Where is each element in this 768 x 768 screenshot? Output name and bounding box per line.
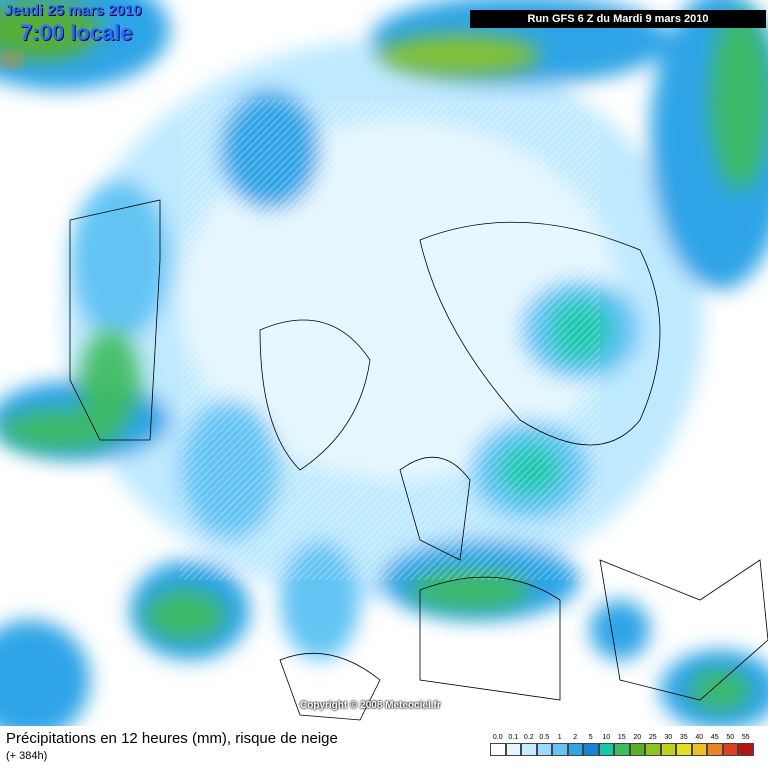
legend-item: 1 — [552, 734, 568, 756]
legend-item: 2 — [567, 734, 583, 756]
legend-item: 10 — [598, 734, 614, 756]
legend-swatch — [536, 743, 552, 756]
legend-swatch — [552, 743, 568, 756]
legend-item: 55 — [738, 734, 754, 756]
legend-item: 30 — [660, 734, 676, 756]
legend-item: 50 — [722, 734, 738, 756]
footer-title: Précipitations en 12 heures (mm), risque… — [6, 730, 338, 747]
legend-label: 0.0 — [492, 734, 503, 741]
legend-label: 10 — [602, 734, 611, 741]
legend-label: 0.5 — [539, 734, 550, 741]
legend-item: 0.2 — [521, 734, 537, 756]
legend-item: 25 — [645, 734, 661, 756]
legend-label: 30 — [664, 734, 673, 741]
copyright: Copyright © 2008 Meteociel.fr — [300, 700, 441, 711]
legend-item: 0.0 — [490, 734, 506, 756]
legend-swatch — [738, 743, 754, 756]
legend-label: 50 — [726, 734, 735, 741]
forecast-time: 7:00 locale — [20, 20, 133, 45]
legend-item: 15 — [614, 734, 630, 756]
legend-swatch — [521, 743, 537, 756]
legend-swatch — [490, 743, 506, 756]
legend-label: 0.2 — [523, 734, 534, 741]
legend-item: 0.1 — [505, 734, 521, 756]
legend-label: 40 — [695, 734, 704, 741]
legend-swatch — [629, 743, 645, 756]
run-label: Run GFS 6 Z du Mardi 9 mars 2010 — [470, 10, 766, 28]
legend-swatch — [691, 743, 707, 756]
precipitation-map — [0, 0, 768, 726]
legend-label: 55 — [741, 734, 750, 741]
legend-item: 0.5 — [536, 734, 552, 756]
legend-swatch — [567, 743, 583, 756]
legend-label: 20 — [633, 734, 642, 741]
legend: 0.0 0.1 0.2 0.5 1 2 5 10 15 20 25 30 35 40 45 50 55 — [490, 734, 754, 756]
legend-swatch — [722, 743, 738, 756]
legend-item: 35 — [676, 734, 692, 756]
forecast-lead: (+ 384h) — [6, 750, 48, 762]
legend-item: 20 — [629, 734, 645, 756]
forecast-date: Jeudi 25 mars 2010 — [4, 2, 142, 19]
legend-swatch — [645, 743, 661, 756]
legend-label: 45 — [710, 734, 719, 741]
legend-label: 0.1 — [508, 734, 519, 741]
legend-swatch — [707, 743, 723, 756]
legend-label: 1 — [557, 734, 562, 741]
legend-item: 40 — [691, 734, 707, 756]
legend-swatch — [676, 743, 692, 756]
legend-swatch — [583, 743, 599, 756]
legend-label: 5 — [588, 734, 593, 741]
legend-label: 25 — [648, 734, 657, 741]
legend-item: 5 — [583, 734, 599, 756]
legend-swatch — [505, 743, 521, 756]
legend-label: 35 — [679, 734, 688, 741]
legend-swatch — [614, 743, 630, 756]
legend-label: 15 — [617, 734, 626, 741]
legend-swatch — [598, 743, 614, 756]
legend-swatch — [660, 743, 676, 756]
legend-item: 45 — [707, 734, 723, 756]
legend-label: 2 — [573, 734, 578, 741]
